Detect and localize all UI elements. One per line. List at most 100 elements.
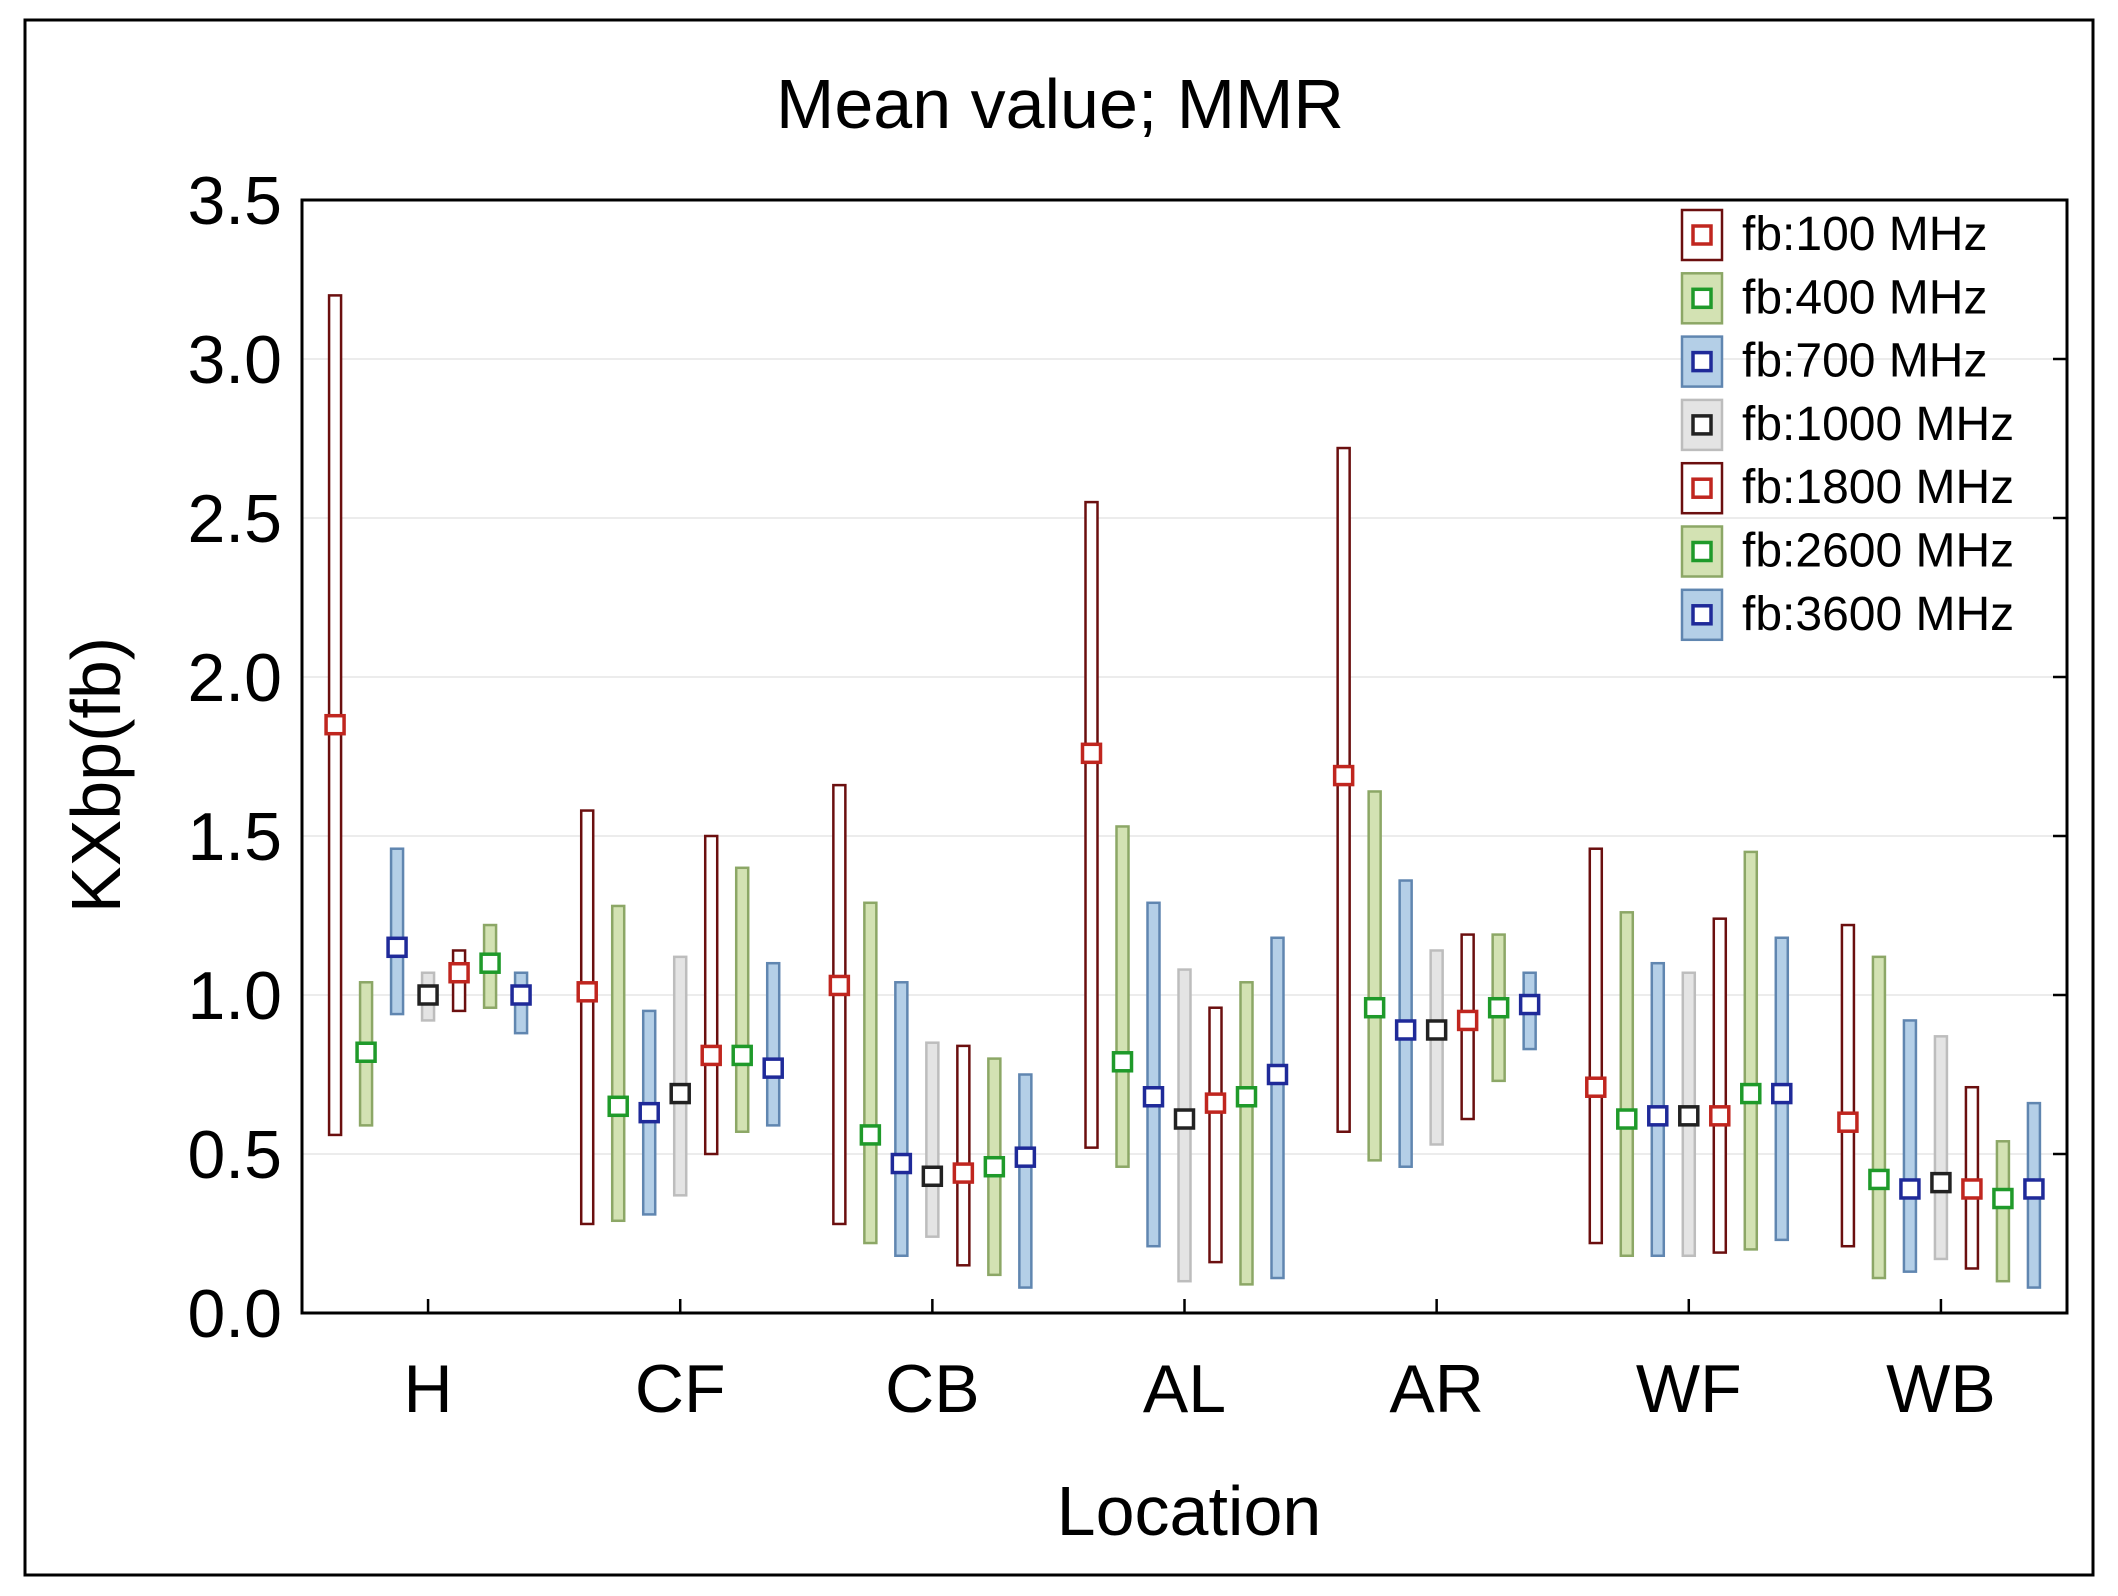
mean-marker [1647, 1105, 1669, 1127]
mean-marker [983, 1155, 1006, 1178]
mean-marker [607, 1095, 629, 1118]
mean-marker [2023, 1178, 2045, 1200]
legend: fb:100 MHz fb:400 MHz fb:700 MHz fb:1000 MH… [1680, 208, 2014, 642]
legend-label: fb:2600 MHz [1742, 525, 2014, 578]
range-bar [703, 834, 719, 1156]
mean-marker [1930, 1171, 1952, 1194]
legend-label: fb:100 MHz [1742, 208, 1987, 261]
legend-swatch [1680, 272, 1724, 325]
range-bar [1115, 825, 1130, 1168]
mean-marker [1142, 1086, 1165, 1108]
range-bar [1712, 917, 1728, 1254]
mean-marker [1332, 764, 1355, 787]
range-bar [1871, 955, 1887, 1280]
mean-marker [576, 981, 598, 1003]
mean-marker [1266, 1063, 1289, 1086]
x-tick-label: WF [1636, 1351, 1742, 1427]
mean-marker [1740, 1082, 1762, 1105]
mean-marker [1173, 1108, 1196, 1130]
range-bar [1995, 1140, 2011, 1283]
range-bar [832, 783, 847, 1226]
mean-marker [1363, 996, 1386, 1019]
legend-marker [1691, 604, 1713, 626]
y-tick-label: 1.5 [187, 799, 282, 875]
mean-marker [1837, 1111, 1859, 1133]
range-bar [672, 955, 688, 1197]
range-bar [1933, 1035, 1949, 1261]
y-tick-label: 0.5 [187, 1117, 282, 1193]
mean-marker [1204, 1092, 1227, 1114]
legend-marker [1691, 414, 1713, 436]
mean-marker [1771, 1082, 1793, 1105]
mean-marker [1487, 996, 1510, 1019]
mean-marker [1235, 1086, 1258, 1108]
legend-swatch [1680, 398, 1724, 452]
range-bar [1146, 901, 1161, 1248]
mean-marker [890, 1152, 913, 1175]
mean-marker [386, 936, 408, 959]
legend-marker [1691, 350, 1713, 373]
legend-marker [1691, 287, 1713, 310]
legend-label: fb:1000 MHz [1742, 398, 2014, 451]
range-bar [1429, 949, 1444, 1146]
mean-marker [1961, 1178, 1983, 1200]
mean-marker [1616, 1108, 1638, 1130]
legend-label: fb:3600 MHz [1742, 588, 2014, 641]
range-bar [1619, 911, 1635, 1258]
range-bar [1743, 850, 1759, 1251]
mean-marker [1868, 1168, 1890, 1191]
x-tick-label: AL [1143, 1351, 1226, 1427]
range-bar [579, 809, 595, 1226]
range-bar [1208, 1006, 1223, 1264]
mean-marker [669, 1082, 691, 1105]
legend-marker [1691, 540, 1713, 563]
mean-marker [1425, 1019, 1448, 1041]
legend-marker [1691, 224, 1713, 246]
x-tick-label: AR [1389, 1351, 1483, 1427]
range-bar [925, 1041, 940, 1238]
range-bar [1588, 847, 1604, 1245]
mean-marker [448, 961, 470, 984]
range-bar [1018, 1073, 1033, 1289]
y-tick-label: 2.5 [187, 481, 282, 557]
mean-marker [1456, 1009, 1479, 1032]
mean-marker [1518, 993, 1541, 1016]
mean-marker [1585, 1076, 1607, 1098]
mean-marker [762, 1057, 784, 1079]
y-axis-label: KXbp(fb) [57, 637, 135, 913]
x-tick-label: WB [1886, 1351, 1996, 1427]
mean-marker [1678, 1105, 1700, 1127]
mean-marker [1709, 1105, 1731, 1127]
range-bar [1336, 446, 1351, 1133]
range-bar [610, 904, 626, 1223]
mean-marker [479, 952, 501, 974]
mean-marker [510, 984, 532, 1006]
mean-marker [1394, 1019, 1417, 1041]
mean-marker [1080, 742, 1103, 765]
mean-marker [1899, 1178, 1921, 1200]
plot-area: 0.0 0.5 1.0 1.5 2.0 2.5 3.0 3.5 H CF CB AL AR WF WB [187, 163, 2069, 1427]
range-bar [894, 981, 909, 1258]
range-bar [956, 1044, 971, 1267]
mean-marker [1014, 1146, 1037, 1168]
y-tick-label: 0.0 [187, 1276, 282, 1352]
mean-marker [859, 1124, 882, 1146]
x-axis-label: Location [1057, 1472, 1322, 1550]
mean-marker [700, 1044, 722, 1067]
range-bar [863, 901, 878, 1245]
range-bar [765, 961, 781, 1127]
mean-marker [324, 713, 346, 736]
mean-marker [417, 984, 439, 1006]
legend-marker [1691, 477, 1713, 499]
legend-label: fb:700 MHz [1742, 335, 1987, 388]
y-tick-label: 3.0 [187, 322, 282, 398]
range-bar [389, 847, 405, 1016]
range-bar [1964, 1085, 1980, 1270]
x-tick-label: CB [885, 1351, 979, 1427]
mean-marker [638, 1101, 660, 1124]
range-bar [1840, 923, 1856, 1248]
figure-frame [23, 18, 2095, 1577]
x-tick-label: H [404, 1351, 453, 1427]
mean-marker [828, 974, 851, 997]
y-tick-label: 3.5 [187, 163, 282, 239]
